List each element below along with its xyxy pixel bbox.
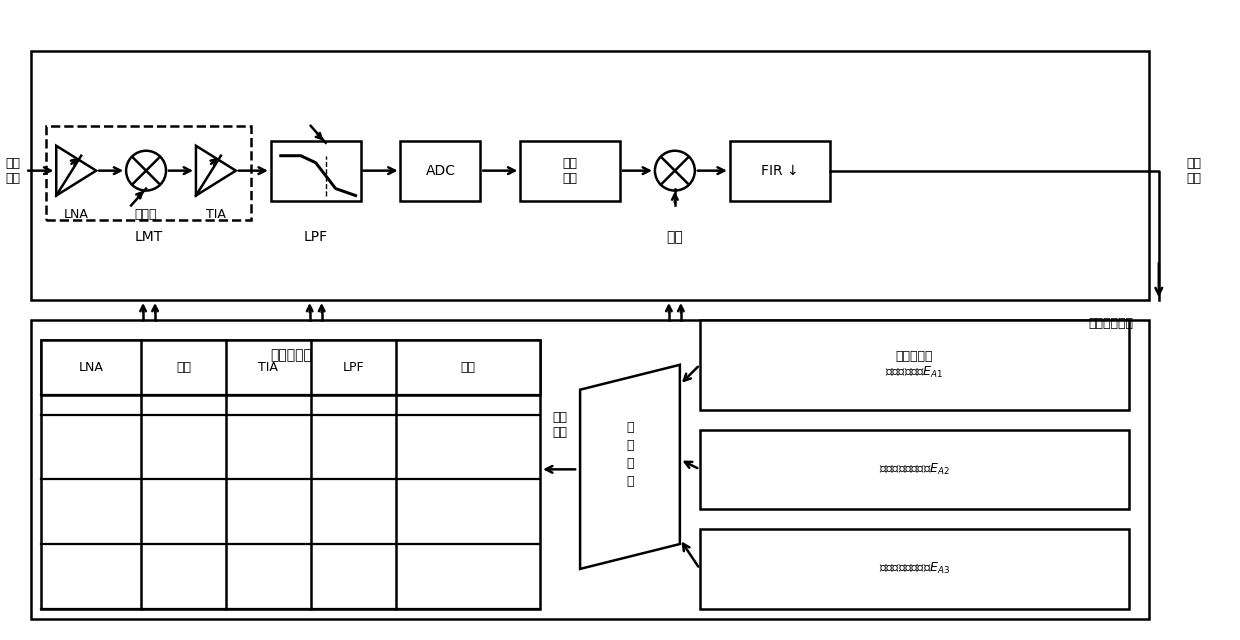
Text: 增益控制表: 增益控制表	[270, 348, 311, 362]
Text: 半带
滤波: 半带 滤波	[563, 157, 578, 185]
Text: 数字: 数字	[667, 230, 683, 244]
Text: LNA: LNA	[79, 362, 104, 374]
Text: 混频器: 混频器	[135, 209, 157, 221]
Text: LPF: LPF	[342, 362, 363, 374]
Text: LPF: LPF	[304, 230, 327, 244]
Text: ADC: ADC	[425, 164, 455, 178]
Text: 射频
输入: 射频 输入	[6, 157, 21, 185]
Bar	[31, 320, 1148, 619]
Text: 基带
输出: 基带 输出	[1187, 157, 1202, 185]
Text: 数字基带处理: 数字基带处理	[1089, 317, 1133, 330]
Text: 混频: 混频	[176, 362, 191, 374]
Text: LMT: LMT	[135, 230, 164, 244]
Polygon shape	[580, 365, 680, 569]
Text: 二阶矩估计
增益控制误差$E_{A1}$: 二阶矩估计 增益控制误差$E_{A1}$	[885, 349, 944, 380]
Text: 数字: 数字	[460, 362, 475, 374]
Text: 频域修正增益误差$E_{A3}$: 频域修正增益误差$E_{A3}$	[879, 561, 950, 577]
Text: TIA: TIA	[206, 209, 226, 221]
Bar	[699, 320, 1128, 410]
Bar	[41, 340, 541, 609]
Text: 增益
指针: 增益 指针	[553, 410, 568, 438]
Bar	[41, 340, 541, 395]
Text: 增
益
控
制: 增 益 控 制	[626, 421, 634, 488]
Bar	[699, 429, 1128, 509]
Bar	[521, 141, 620, 200]
Bar	[699, 529, 1128, 609]
Bar	[401, 141, 480, 200]
Text: TIA: TIA	[258, 362, 278, 374]
Bar	[730, 141, 830, 200]
Bar	[46, 126, 250, 220]
Text: 时域修正增益误差$E_{A2}$: 时域修正增益误差$E_{A2}$	[879, 462, 950, 477]
Bar	[270, 141, 361, 200]
Text: FIR ↓: FIR ↓	[761, 164, 799, 178]
Text: LNA: LNA	[63, 209, 88, 221]
Bar	[31, 51, 1148, 300]
